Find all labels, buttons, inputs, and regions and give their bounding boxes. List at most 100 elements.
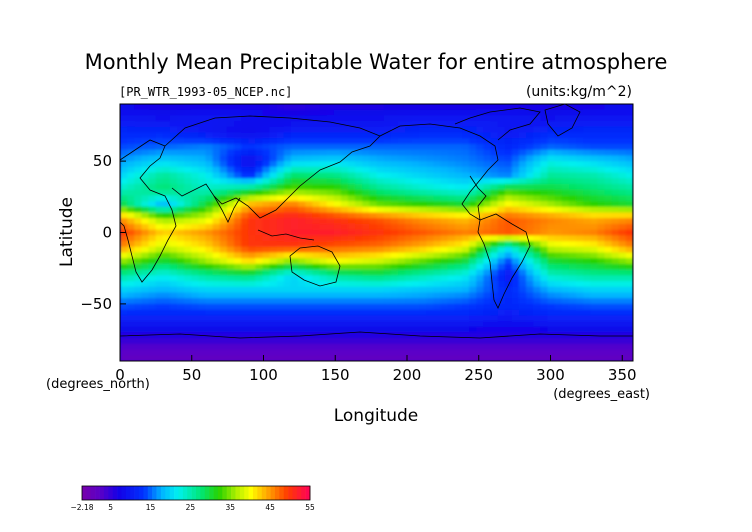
heatmap-cell [554, 303, 563, 311]
heatmap-cell [440, 258, 449, 265]
heatmap-cell [162, 355, 171, 361]
heatmap-cell [476, 229, 484, 236]
heatmap-cell [469, 121, 477, 128]
heatmap-cell [355, 338, 363, 345]
heatmap-cell [440, 121, 449, 128]
heatmap-cell [333, 269, 342, 276]
heatmap-cell [362, 258, 370, 265]
heatmap-cell [362, 195, 370, 202]
heatmap-cell [184, 235, 192, 242]
heatmap-cell [405, 229, 413, 236]
heatmap-cell [283, 172, 292, 179]
heatmap-cell [576, 223, 584, 231]
heatmap-cell [283, 332, 292, 339]
heatmap-cell [376, 212, 385, 219]
heatmap-cell [376, 206, 385, 214]
heatmap-cell [276, 132, 285, 139]
heatmap-cell [447, 149, 456, 156]
heatmap-cell [298, 212, 306, 219]
heatmap-cell [276, 332, 285, 339]
heatmap-cell [504, 241, 513, 248]
heatmap-cell [212, 132, 221, 139]
heatmap-cell [226, 138, 235, 145]
heatmap-cell [625, 263, 633, 271]
heatmap-cell [604, 349, 613, 356]
heatmap-cell [226, 286, 235, 294]
heatmap-cell [348, 309, 356, 316]
heatmap-cell [269, 292, 278, 299]
heatmap-cell [369, 104, 378, 111]
heatmap-cell [540, 143, 549, 151]
heatmap-cell [490, 183, 499, 191]
heatmap-cell [205, 241, 214, 248]
heatmap-cell [219, 252, 228, 259]
heatmap-cell [291, 275, 299, 282]
heatmap-cell [433, 166, 442, 174]
heatmap-cell [191, 275, 199, 282]
heatmap-cell [490, 132, 499, 139]
heatmap-cell [483, 195, 492, 202]
heatmap-cell [419, 235, 427, 242]
heatmap-cell [412, 212, 420, 219]
heatmap-cell [426, 252, 435, 259]
heatmap-cell [540, 104, 549, 111]
heatmap-cell [533, 355, 541, 361]
heatmap-cell [298, 183, 306, 191]
heatmap-cell [447, 355, 456, 361]
heatmap-cell [397, 109, 406, 117]
heatmap-cell [405, 343, 413, 351]
heatmap-cell [526, 166, 534, 174]
heatmap-cell [269, 201, 278, 208]
heatmap-cell [184, 252, 192, 259]
heatmap-cell [625, 161, 633, 168]
heatmap-cell [511, 109, 520, 117]
heatmap-cell [262, 143, 271, 151]
heatmap-cell [497, 166, 506, 174]
heatmap-cell [433, 218, 442, 225]
heatmap-cell [547, 246, 556, 254]
heatmap-cell [419, 349, 427, 356]
heatmap-cell [319, 115, 328, 122]
heatmap-cell [255, 241, 264, 248]
heatmap-cell [333, 166, 342, 174]
y-tick-label: 0 [102, 224, 112, 242]
heatmap-cell [554, 121, 563, 128]
heatmap-cell [519, 104, 527, 111]
heatmap-cell [319, 189, 328, 196]
heatmap-cell [134, 258, 142, 265]
heatmap-cell [191, 132, 199, 139]
heatmap-cell [405, 206, 413, 214]
heatmap-cell [184, 332, 192, 339]
heatmap-cell [419, 321, 427, 328]
heatmap-cell [127, 235, 135, 242]
heatmap-cell [127, 201, 135, 208]
heatmap-cell [604, 292, 613, 299]
heatmap-cell [547, 263, 556, 271]
heatmap-cell [462, 355, 470, 361]
heatmap-cell [184, 155, 192, 162]
heatmap-cell [269, 155, 278, 162]
heatmap-cell [269, 321, 278, 328]
heatmap-cell [234, 332, 242, 339]
heatmap-cell [191, 172, 199, 179]
heatmap-cell [561, 212, 570, 219]
heatmap-cell [611, 115, 620, 122]
heatmap-cell [583, 298, 591, 305]
heatmap-cell [148, 206, 157, 214]
heatmap-cell [504, 195, 513, 202]
heatmap-cell [305, 143, 313, 151]
heatmap-cell [625, 132, 633, 139]
heatmap-cell [490, 206, 499, 214]
heatmap-cell [355, 281, 363, 288]
heatmap-cell [540, 109, 549, 117]
heatmap-cell [447, 178, 456, 185]
heatmap-cell [262, 292, 271, 299]
heatmap-cell [533, 286, 541, 294]
heatmap-cell [241, 104, 249, 111]
heatmap-cell [533, 309, 541, 316]
heatmap-cell [383, 235, 392, 242]
heatmap-cell [326, 235, 335, 242]
heatmap-cell [454, 303, 463, 311]
heatmap-cell [162, 298, 171, 305]
heatmap-cell [255, 235, 264, 242]
